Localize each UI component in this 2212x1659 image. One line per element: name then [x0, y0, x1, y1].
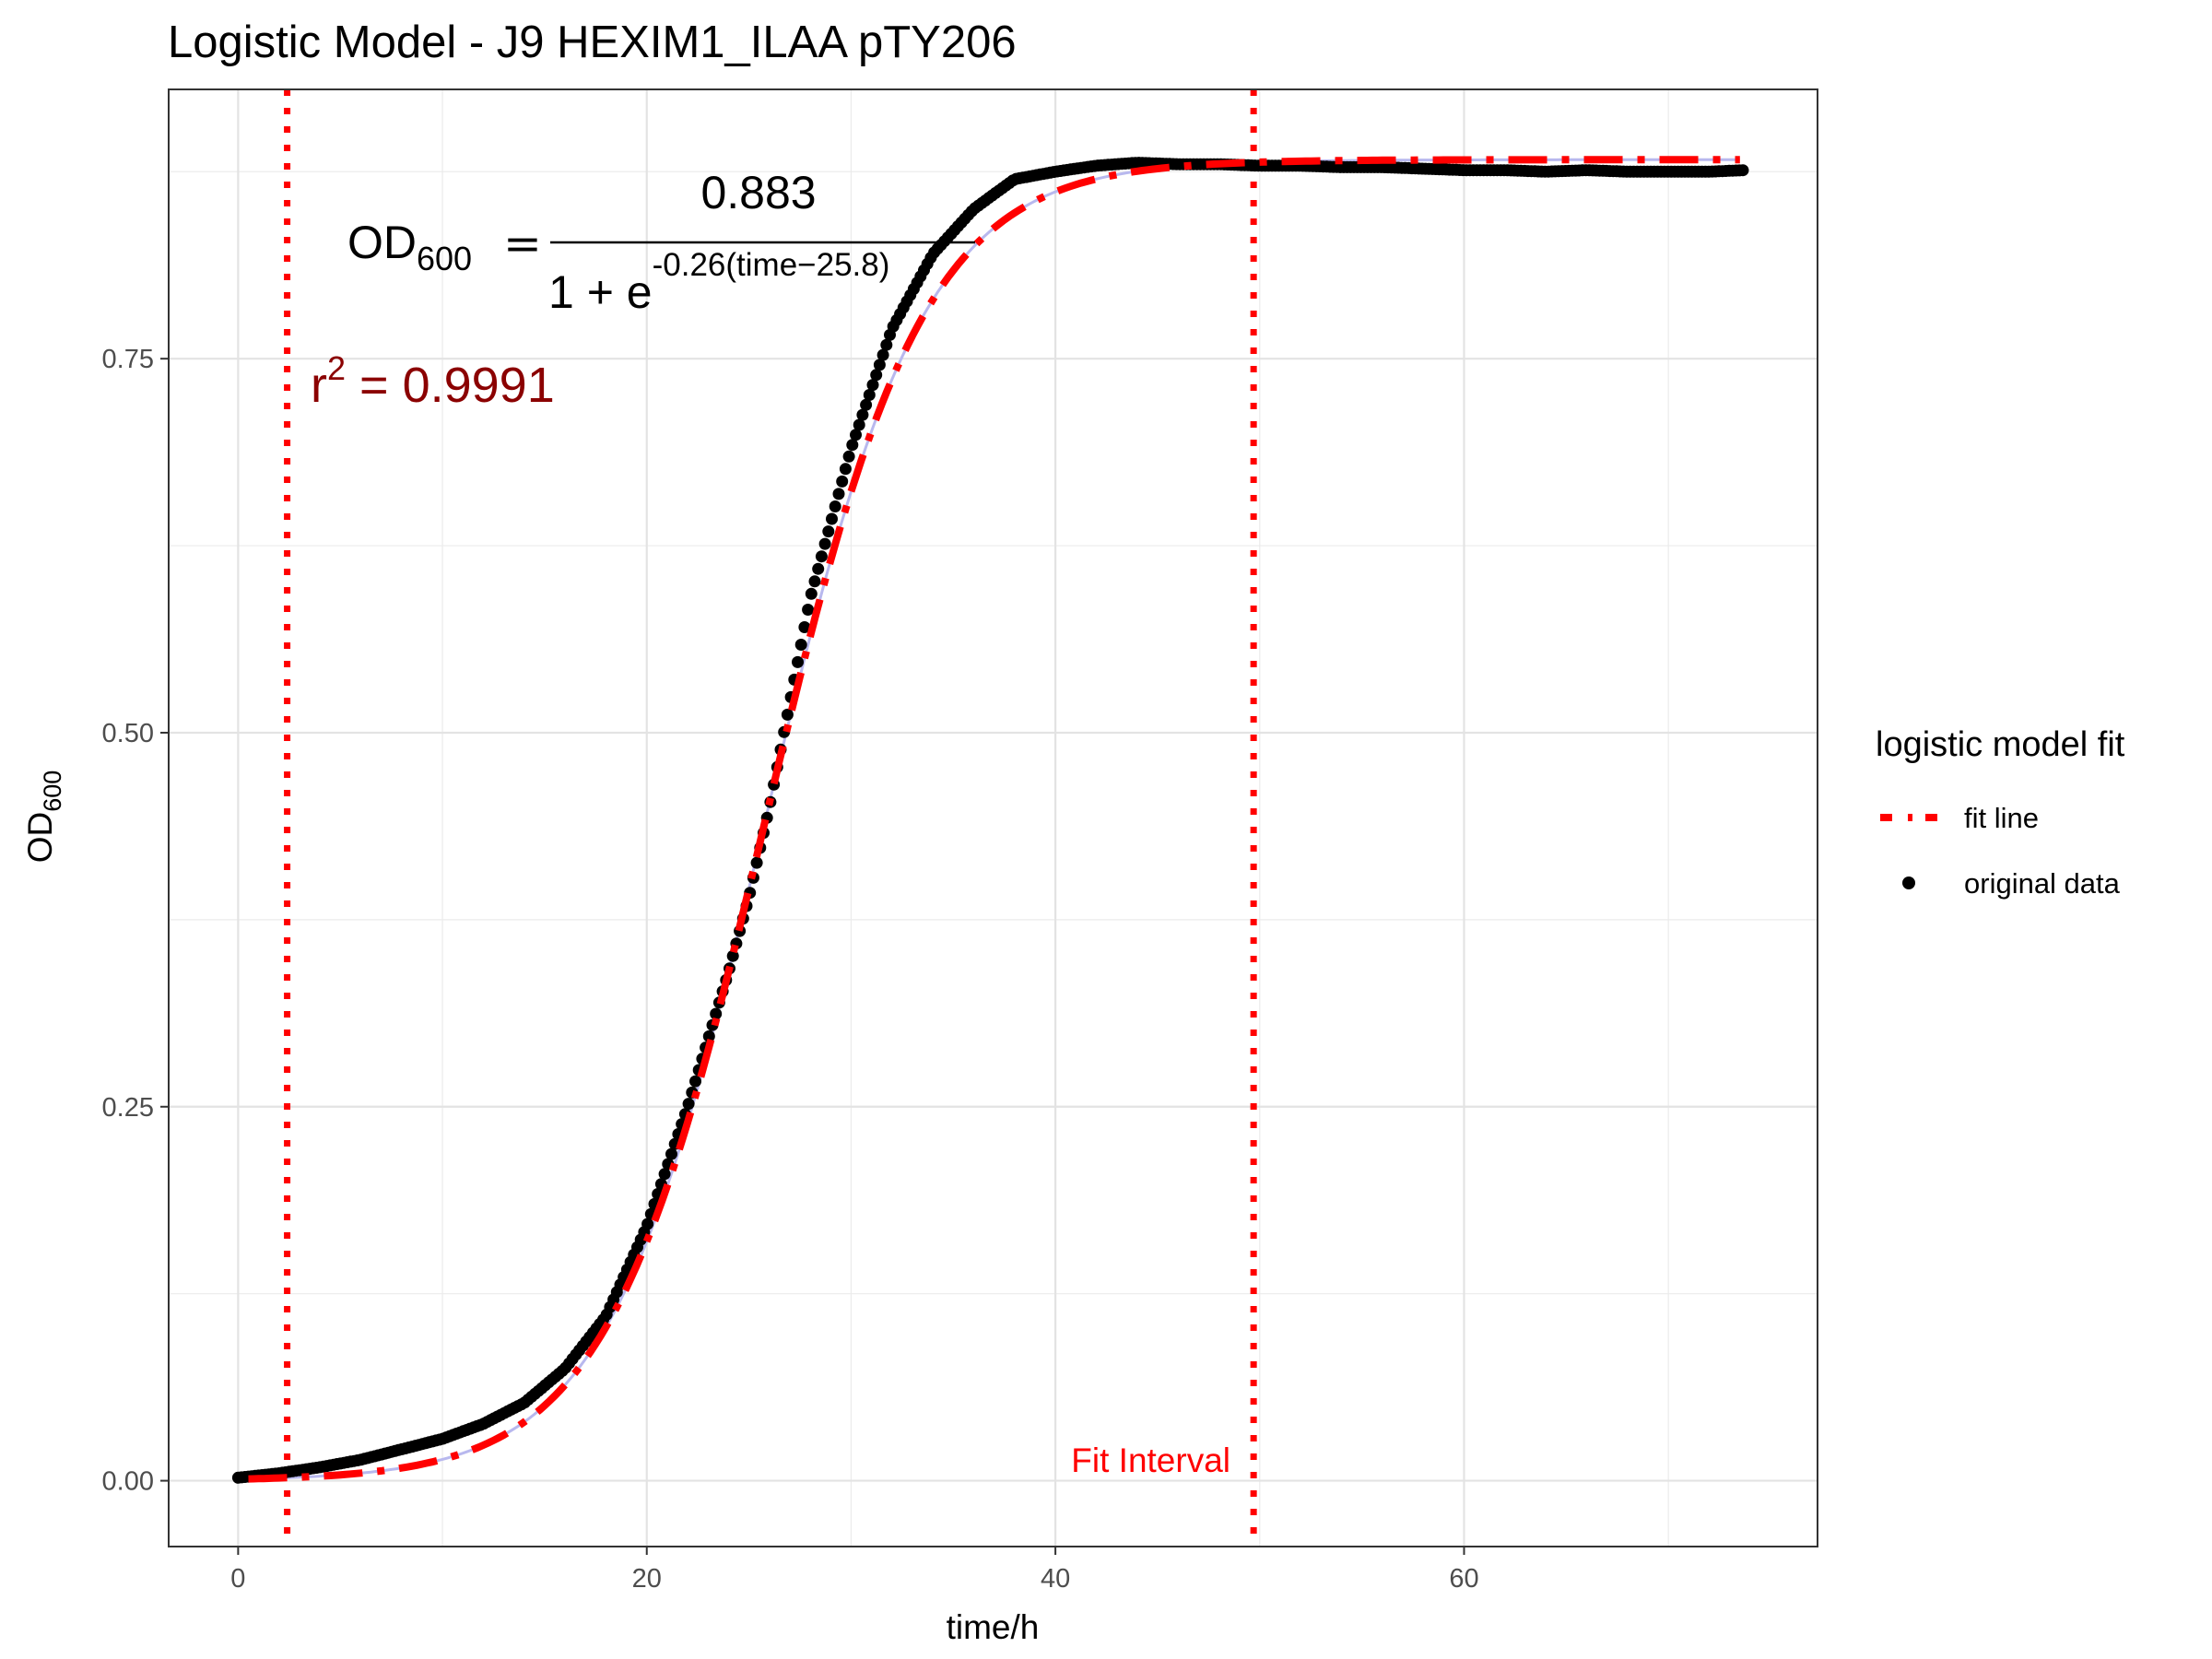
- data-point: [860, 398, 873, 411]
- fit-interval-label: Fit Interval: [1071, 1441, 1230, 1479]
- r-squared-power: 2: [327, 349, 346, 387]
- data-point: [873, 359, 886, 371]
- data-point: [808, 575, 821, 588]
- equation-equals: =: [503, 217, 542, 270]
- legend-item-fit-line: fit line: [1880, 802, 2039, 834]
- x-tick-label: 40: [1041, 1564, 1070, 1594]
- legend-original-data-label: original data: [1964, 867, 2121, 900]
- data-point: [702, 1030, 715, 1042]
- r-squared-equals: =: [346, 358, 403, 413]
- plot-border: [168, 88, 1818, 1547]
- x-tick-label: 60: [1449, 1564, 1478, 1594]
- data-point: [792, 655, 804, 668]
- data-point: [877, 348, 889, 361]
- plot-panel: [169, 89, 1818, 1547]
- data-point: [829, 500, 841, 512]
- equation-lhs: OD600: [347, 217, 472, 277]
- legend-item-original-data: original data: [1902, 867, 2121, 900]
- data-point: [710, 1007, 723, 1020]
- data-point: [846, 439, 859, 452]
- legend-title: logistic model fit: [1876, 725, 2125, 764]
- chart-title: Logistic Model - J9 HEXIM1_ILAA pTY206: [168, 18, 1017, 67]
- x-tick-label: 20: [632, 1564, 662, 1594]
- data-point: [781, 708, 794, 721]
- data-point: [665, 1147, 677, 1160]
- data-point: [812, 562, 825, 575]
- data-point: [839, 463, 852, 476]
- data-point: [1736, 164, 1749, 177]
- x-tick-label: 0: [230, 1564, 245, 1594]
- y-axis-title-main: OD: [21, 812, 59, 864]
- x-axis: 0 20 40 60: [230, 1547, 1479, 1594]
- r-squared-value: 0.9991: [403, 358, 555, 413]
- y-tick-label: 0.50: [102, 719, 154, 748]
- data-point: [880, 338, 893, 351]
- equation-lhs-main: OD: [347, 217, 417, 268]
- equation-denominator: 1 + e-0.26(time−25.8): [548, 247, 889, 318]
- data-point: [682, 1098, 695, 1111]
- y-tick-label: 0.00: [102, 1467, 154, 1497]
- data-point: [836, 475, 849, 488]
- data-point: [856, 408, 869, 421]
- equation-denominator-base: 1 + e: [548, 266, 653, 318]
- data-point: [842, 450, 855, 463]
- data-point: [870, 369, 883, 382]
- data-point: [689, 1075, 701, 1088]
- data-point: [863, 389, 876, 401]
- y-axis: 0.00 0.25 0.50 0.75: [102, 345, 169, 1497]
- equation-exponent: -0.26(time−25.8): [653, 247, 890, 283]
- data-point: [798, 621, 811, 633]
- legend-original-data-key: [1902, 877, 1915, 889]
- data-point: [815, 550, 828, 563]
- r-squared: r2 = 0.9991: [311, 349, 555, 413]
- model-equation: OD600 = 0.883 1 + e-0.26(time−25.8): [347, 167, 975, 318]
- grid: [169, 89, 1818, 1547]
- y-axis-title: OD600: [21, 771, 66, 864]
- data-point: [826, 512, 838, 525]
- data-point: [750, 856, 763, 869]
- data-point: [658, 1168, 671, 1181]
- data-point: [805, 587, 818, 600]
- legend-fit-line-label: fit line: [1964, 802, 2039, 834]
- equation-lhs-sub: 600: [417, 240, 472, 277]
- y-axis-title-sub: 600: [39, 771, 66, 812]
- data-point: [726, 949, 739, 962]
- data-point: [853, 418, 865, 431]
- fit-line: [248, 156, 1740, 1483]
- data-point: [866, 379, 879, 392]
- y-tick-label: 0.75: [102, 345, 154, 374]
- data-point: [818, 537, 831, 550]
- data-point: [850, 429, 862, 441]
- x-axis-title: time/h: [947, 1608, 1040, 1646]
- data-point: [832, 488, 845, 500]
- data-point: [794, 639, 807, 651]
- fit-interval-lines: [284, 89, 1257, 1547]
- data-point: [802, 604, 815, 616]
- r-squared-label: r: [311, 358, 327, 413]
- y-tick-label: 0.25: [102, 1093, 154, 1123]
- data-point: [822, 525, 835, 538]
- equation-numerator: 0.883: [700, 167, 816, 218]
- legend: logistic model fit fit line original dat…: [1876, 725, 2125, 900]
- data-point: [641, 1218, 654, 1230]
